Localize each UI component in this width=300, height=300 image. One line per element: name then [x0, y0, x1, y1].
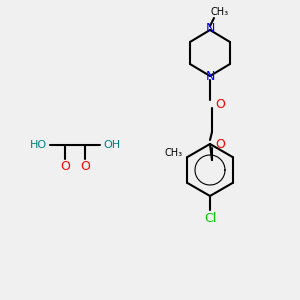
- Text: Cl: Cl: [204, 212, 216, 224]
- Text: O: O: [60, 160, 70, 173]
- Text: OH: OH: [103, 140, 121, 150]
- Text: N: N: [205, 22, 215, 35]
- Text: HO: HO: [29, 140, 46, 150]
- Text: CH₃: CH₃: [164, 148, 182, 158]
- Text: CH₃: CH₃: [211, 7, 229, 17]
- Text: N: N: [205, 70, 215, 83]
- Text: O: O: [215, 137, 225, 151]
- Text: O: O: [80, 160, 90, 173]
- Text: O: O: [215, 98, 225, 110]
